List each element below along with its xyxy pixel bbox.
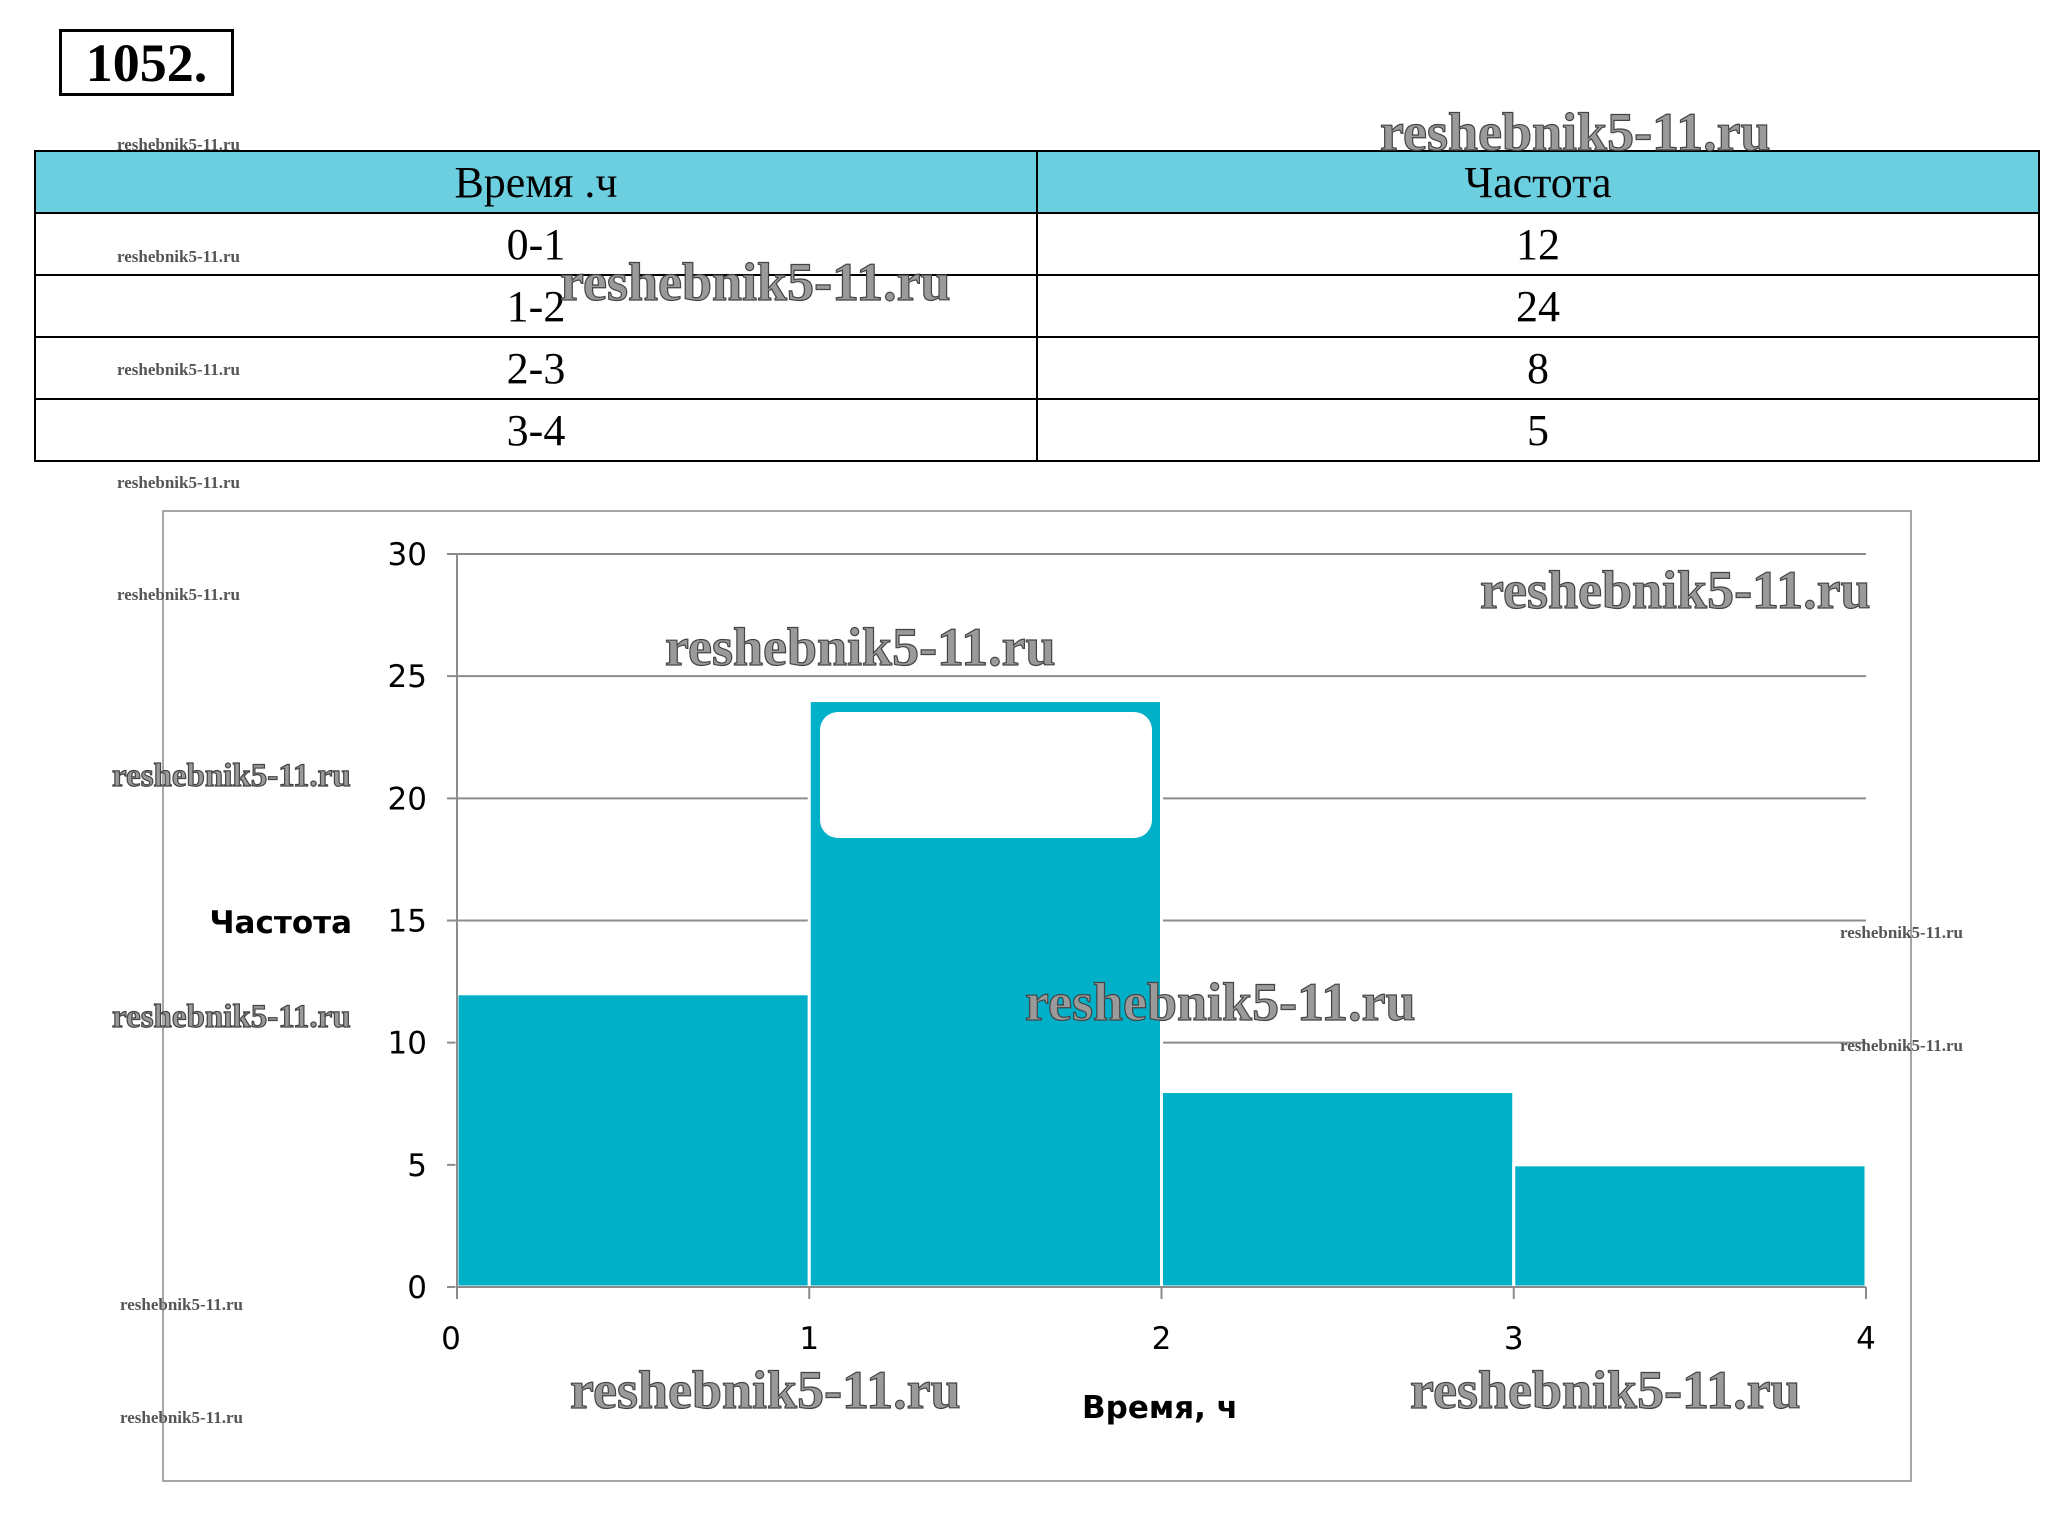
watermark-text: reshebnik5-11.ru — [1840, 923, 1963, 942]
watermark-text: reshebnik5-11.ru — [560, 252, 951, 312]
watermark-text: reshebnik5-11.ru — [117, 135, 240, 154]
watermark-text: reshebnik5-11.ru — [120, 1295, 243, 1314]
cell-frequency: 12 — [1036, 212, 2040, 276]
cell-interval: 2-3 — [34, 336, 1038, 400]
watermark-text: reshebnik5-11.ru — [117, 247, 240, 266]
watermark-text: reshebnik5-11.ru — [112, 999, 351, 1035]
watermark-text: reshebnik5-11.ru — [665, 617, 1056, 677]
watermark-text: reshebnik5-11.ru — [570, 1360, 961, 1420]
x-tick-label: 1 — [799, 1321, 819, 1357]
table-row: 0-1 12 — [34, 212, 2040, 276]
cell-frequency: 8 — [1036, 336, 2040, 400]
y-tick-label: 10 — [388, 1026, 427, 1062]
cell-frequency: 5 — [1036, 398, 2040, 462]
y-tick-label: 30 — [388, 537, 427, 573]
x-axis-label: Время, ч — [1082, 1390, 1238, 1426]
watermark-text: reshebnik5-11.ru — [1840, 1036, 1963, 1055]
frequency-table: Время .ч Частота 0-1 12 1-2 24 2-3 8 3-4… — [34, 150, 2040, 462]
table-header-row: Время .ч Частота — [34, 150, 2040, 214]
x-tick-label: 0 — [441, 1321, 461, 1357]
cell-interval: 3-4 — [34, 398, 1038, 462]
watermark-text: reshebnik5-11.ru — [117, 360, 240, 379]
table-row: 1-2 24 — [34, 274, 2040, 338]
y-tick-label: 20 — [388, 781, 427, 817]
y-tick-label: 15 — [388, 904, 427, 940]
watermark-text: reshebnik5-11.ru — [1025, 972, 1416, 1032]
x-tick-label: 3 — [1504, 1321, 1524, 1357]
x-tick-label: 4 — [1856, 1321, 1876, 1357]
x-tick-label: 2 — [1152, 1321, 1172, 1357]
watermark-text: reshebnik5-11.ru — [117, 585, 240, 604]
y-axis-label: Частота — [210, 905, 353, 941]
y-tick-label: 25 — [388, 659, 427, 695]
y-tick-label: 0 — [407, 1270, 427, 1306]
watermark-text: reshebnik5-11.ru — [1380, 102, 1771, 162]
watermark-text: reshebnik5-11.ru — [1410, 1360, 1801, 1420]
histogram-bar — [455, 992, 811, 1289]
watermark-text: reshebnik5-11.ru — [1480, 560, 1871, 620]
chart-frame — [162, 510, 1912, 1482]
histogram-bar — [1160, 1090, 1516, 1289]
watermark-text: reshebnik5-11.ru — [120, 1408, 243, 1427]
cell-interval: 0-1 — [34, 212, 1038, 276]
header-time: Время .ч — [34, 150, 1038, 214]
redaction-patch — [820, 712, 1152, 838]
y-tick-label: 5 — [407, 1148, 427, 1184]
watermark-text: reshebnik5-11.ru — [112, 758, 351, 794]
cell-frequency: 24 — [1036, 274, 2040, 338]
cell-interval: 1-2 — [34, 274, 1038, 338]
table-row: 3-4 5 — [34, 398, 2040, 462]
problem-number: 1052. — [59, 29, 234, 96]
table-row: 2-3 8 — [34, 336, 2040, 400]
histogram-bar — [1512, 1163, 1868, 1289]
header-frequency: Частота — [1036, 150, 2040, 214]
watermark-text: reshebnik5-11.ru — [117, 473, 240, 492]
